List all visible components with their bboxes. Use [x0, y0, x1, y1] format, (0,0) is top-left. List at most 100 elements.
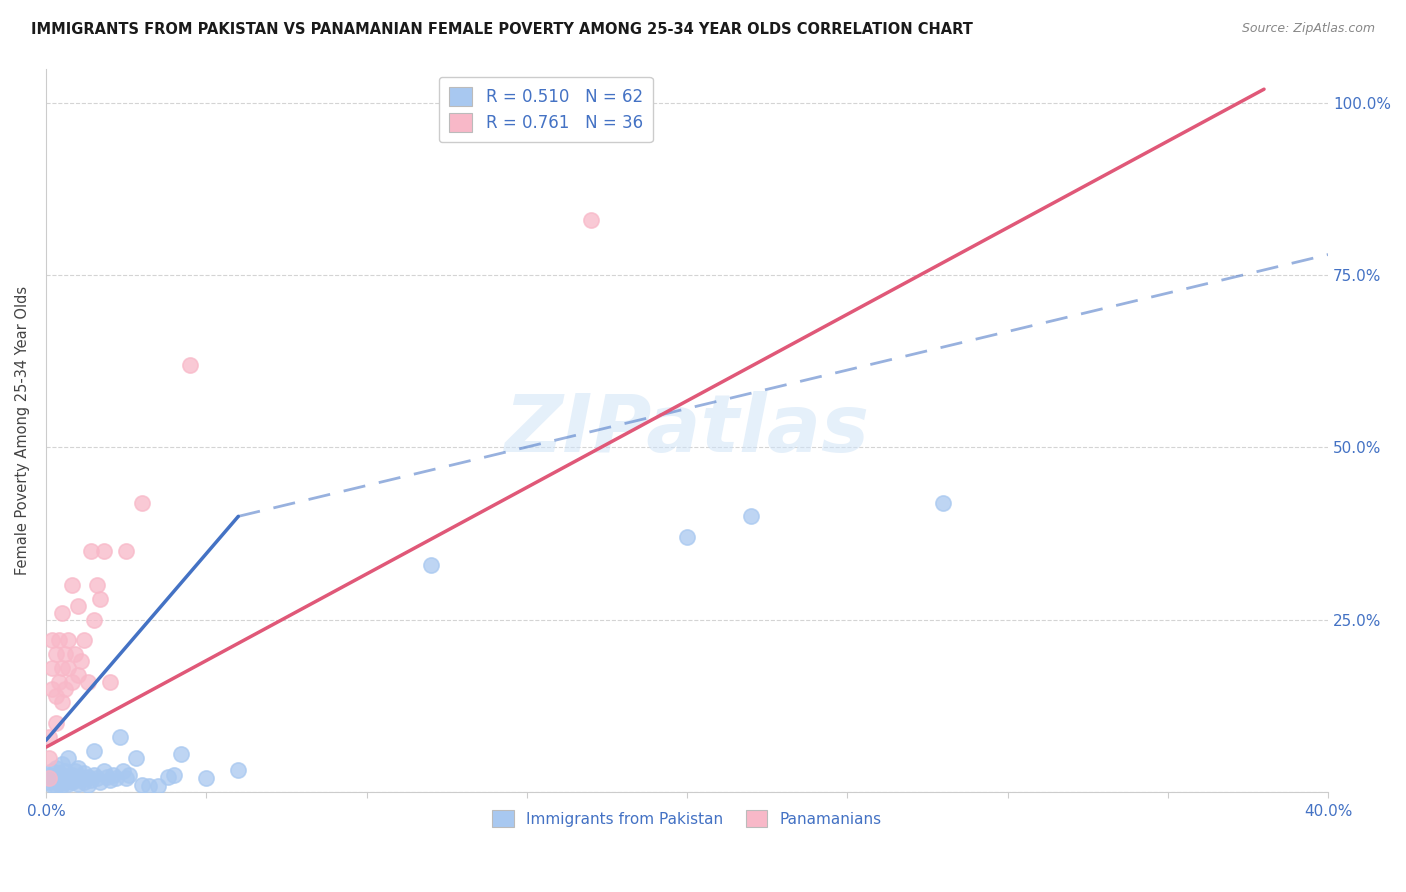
Point: [105, 771, 128, 785]
Point: [60, 674, 83, 689]
Point: [131, 778, 153, 792]
Point: [41, 778, 63, 792]
Point: [41, 661, 63, 675]
Point: [45, 647, 67, 661]
Point: [115, 771, 138, 785]
Point: [125, 750, 148, 764]
Point: [73, 633, 96, 648]
Point: [63, 647, 86, 661]
Text: ZIPatlas: ZIPatlas: [505, 392, 869, 469]
Point: [66, 599, 89, 613]
Point: [89, 592, 111, 607]
Point: [51, 772, 73, 787]
Point: [98, 772, 121, 787]
Point: [138, 780, 160, 794]
Point: [38, 768, 60, 782]
Point: [740, 509, 762, 524]
Point: [195, 771, 218, 785]
Point: [108, 730, 131, 744]
Point: [41, 633, 63, 648]
Point: [51, 757, 73, 772]
Point: [131, 495, 153, 509]
Point: [83, 744, 105, 758]
Point: [66, 777, 89, 791]
Point: [66, 668, 89, 682]
Point: [53, 774, 76, 789]
Point: [53, 770, 76, 784]
Text: IMMIGRANTS FROM PAKISTAN VS PANAMANIAN FEMALE POVERTY AMONG 25-34 YEAR OLDS CORR: IMMIGRANTS FROM PAKISTAN VS PANAMANIAN F…: [31, 22, 973, 37]
Point: [63, 764, 86, 779]
Point: [60, 768, 83, 782]
Point: [179, 358, 201, 372]
Point: [70, 654, 93, 668]
Point: [41, 772, 63, 787]
Point: [48, 771, 70, 785]
Point: [48, 633, 70, 648]
Point: [45, 770, 67, 784]
Point: [58, 777, 80, 791]
Point: [51, 768, 73, 782]
Point: [45, 716, 67, 731]
Point: [80, 544, 103, 558]
Point: [51, 695, 73, 709]
Point: [226, 763, 249, 777]
Point: [115, 544, 138, 558]
Point: [66, 761, 89, 775]
Point: [932, 495, 955, 509]
Point: [38, 771, 60, 785]
Point: [86, 771, 108, 785]
Point: [419, 558, 441, 572]
Point: [51, 606, 73, 620]
Point: [76, 674, 98, 689]
Point: [73, 774, 96, 789]
Point: [51, 661, 73, 675]
Point: [156, 770, 179, 784]
Point: [48, 765, 70, 780]
Point: [163, 768, 186, 782]
Point: [83, 613, 105, 627]
Point: [169, 747, 191, 761]
Point: [60, 578, 83, 592]
Point: [111, 764, 134, 779]
Point: [53, 764, 76, 779]
Point: [38, 750, 60, 764]
Point: [41, 681, 63, 696]
Point: [676, 530, 699, 544]
Point: [86, 578, 108, 592]
Point: [63, 772, 86, 787]
Point: [45, 761, 67, 775]
Point: [48, 777, 70, 791]
Point: [76, 778, 98, 792]
Point: [93, 544, 115, 558]
Legend: Immigrants from Pakistan, Panamanians: Immigrants from Pakistan, Panamanians: [485, 802, 890, 835]
Point: [38, 730, 60, 744]
Point: [76, 770, 98, 784]
Point: [66, 770, 89, 784]
Point: [118, 768, 141, 782]
Point: [579, 213, 602, 227]
Point: [53, 647, 76, 661]
Point: [38, 774, 60, 789]
Point: [96, 770, 118, 784]
Point: [103, 768, 125, 782]
Point: [89, 774, 111, 789]
Point: [53, 681, 76, 696]
Y-axis label: Female Poverty Among 25-34 Year Olds: Female Poverty Among 25-34 Year Olds: [15, 285, 30, 574]
Point: [83, 768, 105, 782]
Point: [51, 778, 73, 792]
Point: [146, 780, 169, 794]
Point: [38, 771, 60, 785]
Point: [58, 661, 80, 675]
Point: [48, 674, 70, 689]
Point: [93, 764, 115, 779]
Point: [80, 772, 103, 787]
Point: [98, 674, 121, 689]
Point: [58, 750, 80, 764]
Point: [70, 771, 93, 785]
Point: [41, 764, 63, 779]
Text: Source: ZipAtlas.com: Source: ZipAtlas.com: [1241, 22, 1375, 36]
Point: [58, 633, 80, 648]
Point: [45, 780, 67, 794]
Point: [58, 771, 80, 785]
Point: [45, 774, 67, 789]
